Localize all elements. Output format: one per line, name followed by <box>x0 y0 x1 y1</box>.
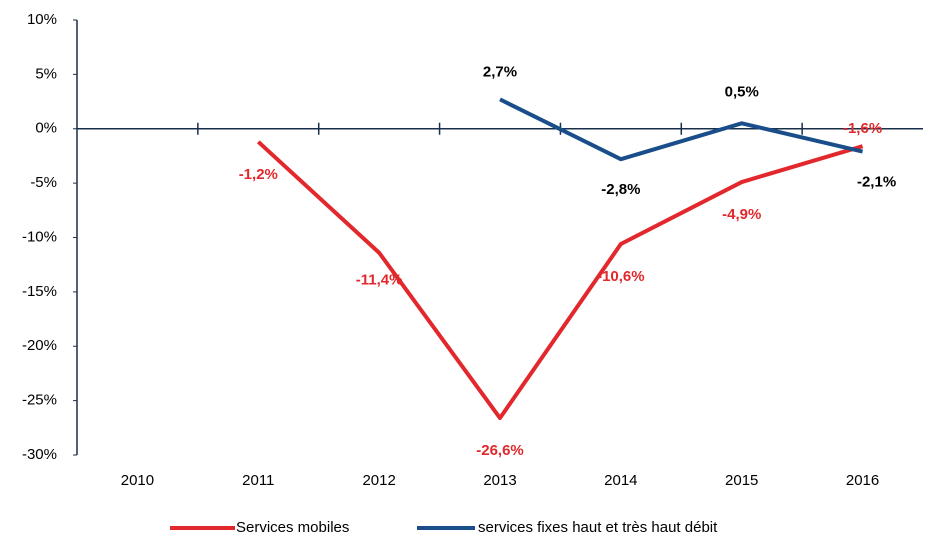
line-series <box>256 140 864 421</box>
y-tick-label: 0% <box>35 120 57 137</box>
y-tick-label: -30% <box>22 446 57 463</box>
legend-label: Services mobiles <box>236 519 349 536</box>
x-tick-label: 2015 <box>725 472 758 489</box>
y-tick-label: 5% <box>35 65 57 82</box>
data-label: -2,8% <box>601 181 640 198</box>
y-tick-label: -20% <box>22 337 57 354</box>
x-tick-label: 2011 <box>242 472 274 489</box>
data-label: -11,4% <box>356 272 403 289</box>
data-label: -10,6% <box>597 268 645 285</box>
y-tick-label: -10% <box>22 228 57 245</box>
data-label: -1,2% <box>239 166 278 183</box>
x-tick-label: 2013 <box>483 472 516 489</box>
x-tick-label: 2012 <box>362 472 395 489</box>
y-tick-label: -5% <box>30 174 57 191</box>
legend-label: services fixes haut et très haut débit <box>478 519 718 536</box>
data-label: -26,6% <box>476 442 524 459</box>
data-label: -1,6% <box>843 120 882 137</box>
x-tick-label: 2010 <box>121 472 154 489</box>
x-tick-label: 2014 <box>604 472 637 489</box>
data-label: 2,7% <box>483 63 517 80</box>
data-label: 0,5% <box>725 83 759 100</box>
data-label: -4,9% <box>722 206 761 223</box>
data-label: -2,1% <box>857 174 896 191</box>
x-tick-label: 2016 <box>846 472 879 489</box>
y-tick-label: 10% <box>27 11 57 28</box>
y-tick-label: -25% <box>22 392 57 409</box>
y-tick-label: -15% <box>22 283 57 300</box>
line-series <box>499 97 864 162</box>
